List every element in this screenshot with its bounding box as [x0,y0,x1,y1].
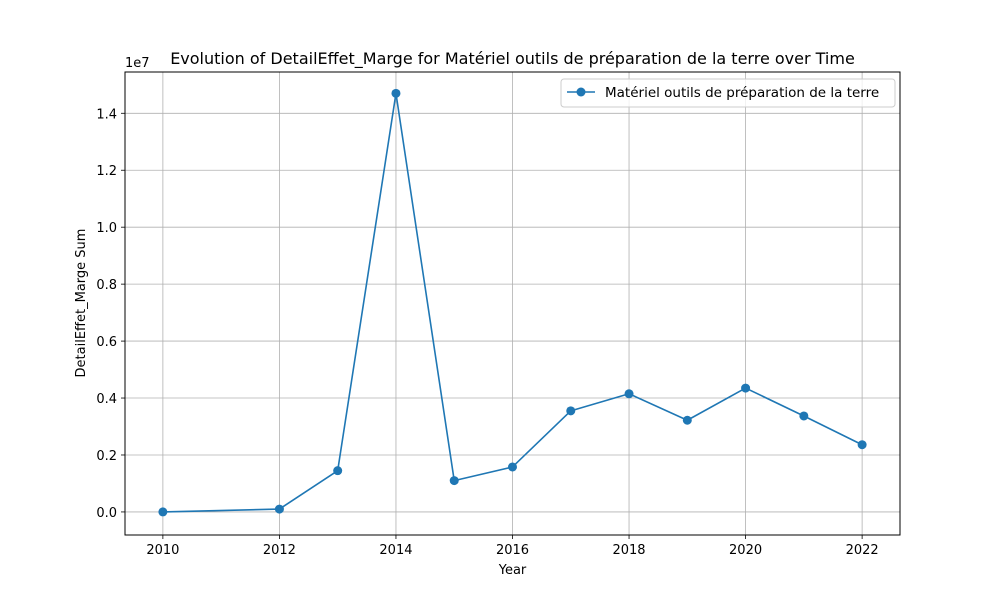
series-line [162,92,863,513]
data-point-marker [741,383,751,393]
data-point-marker [274,504,284,514]
y-tick-label: 0.6 [96,335,117,350]
legend-box [560,78,896,108]
x-tick-label: 2010 [146,543,179,558]
y-tick-label: 0.4 [96,392,117,407]
x-tick-label: 2020 [729,543,762,558]
y-tick-label: 0.0 [96,506,117,521]
x-axis-label: Year [498,563,527,578]
y-axis-label: DetailEffet_Marge Sum [74,229,89,378]
x-tick-label: 2012 [263,543,296,558]
y-tick-label: 0.8 [96,278,117,293]
y-tick-label: 0.2 [96,449,117,464]
legend-marker-swatch [576,87,586,97]
x-tick-label: 2018 [612,543,645,558]
y-tick-label: 1.2 [96,164,117,179]
data-point-marker [857,440,867,450]
grid-layer [125,72,900,535]
y-axis-offset-label: 1e7 [125,56,150,71]
data-point-marker [508,462,517,472]
chart-title: Evolution of DetailEffet_Marge for Matér… [170,49,855,69]
data-point-marker [333,466,343,476]
legend-entry-label: Matériel outils de préparation de la ter… [605,85,879,101]
data-point-marker [624,389,634,399]
data-point-marker [391,88,401,98]
data-point-marker [158,507,168,517]
y-tick-label: 1.4 [96,107,117,122]
x-tick-label: 2014 [379,543,412,558]
x-tick-label: 2022 [846,543,879,558]
data-point-marker [799,411,809,421]
data-point-marker [449,476,459,486]
x-tick-label: 2016 [496,543,529,558]
data-point-marker [682,415,692,425]
y-tick-label: 1.0 [96,221,117,236]
legend: Matériel outils de préparation de la ter… [560,78,896,108]
data-point-marker [566,406,576,416]
series-layer [158,88,867,517]
tick-layer: 2010 2012 2014 2016 2018 2020 2022 0.0 0.2 0.4 0.6… [96,107,878,558]
